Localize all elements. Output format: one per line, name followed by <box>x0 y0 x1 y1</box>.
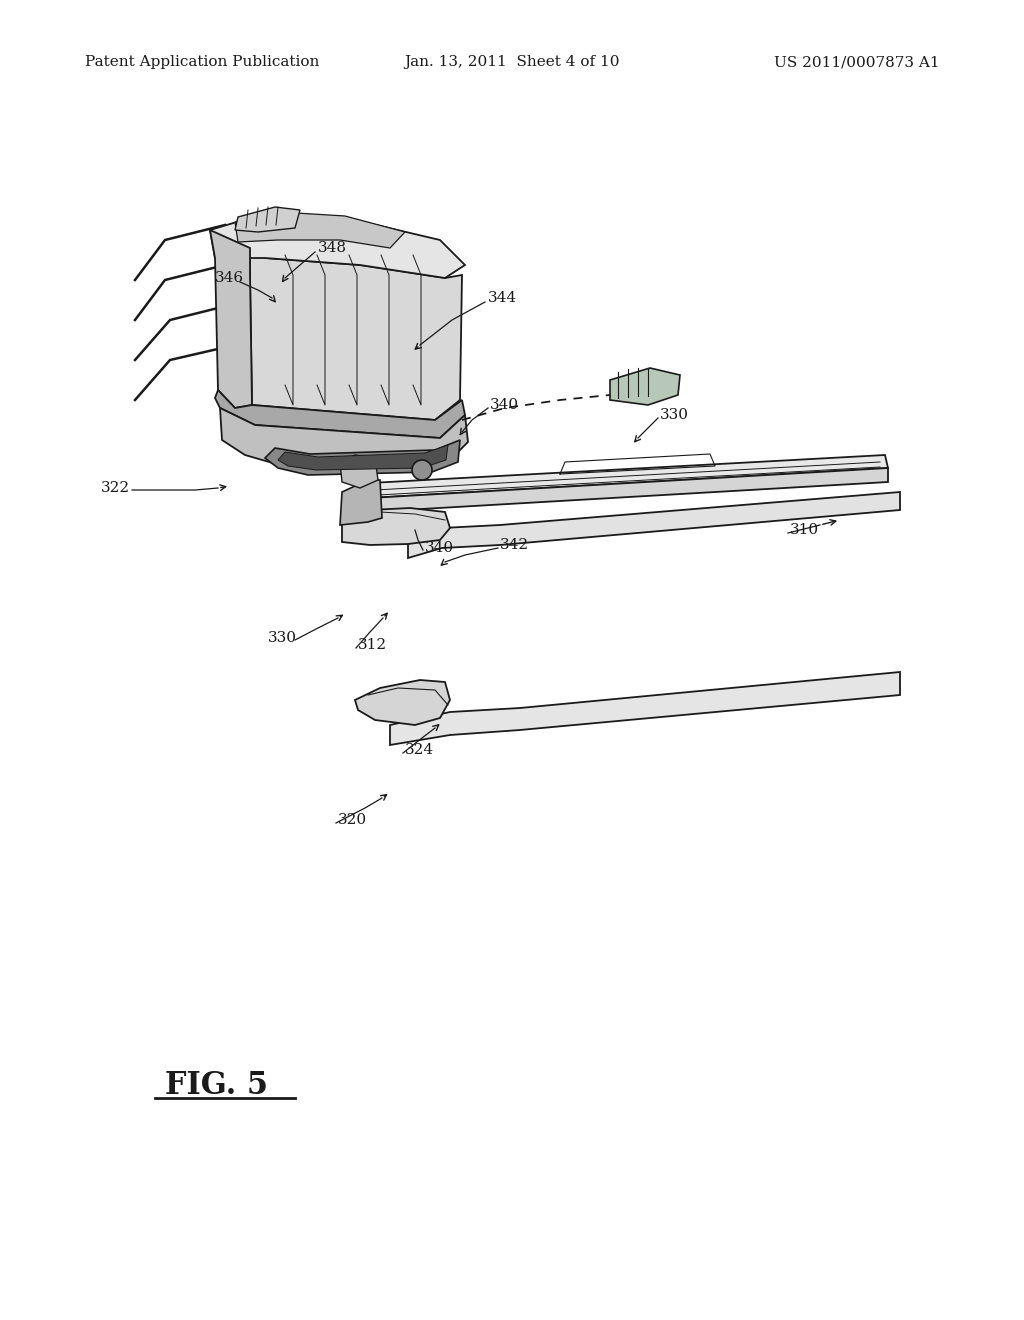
Text: 330: 330 <box>268 631 297 645</box>
Polygon shape <box>220 408 468 469</box>
Text: 344: 344 <box>488 290 517 305</box>
Text: Jan. 13, 2011  Sheet 4 of 10: Jan. 13, 2011 Sheet 4 of 10 <box>404 55 620 69</box>
Polygon shape <box>348 469 888 524</box>
Text: 346: 346 <box>215 271 244 285</box>
Polygon shape <box>345 455 888 510</box>
Polygon shape <box>610 368 680 405</box>
Text: 340: 340 <box>490 399 519 412</box>
Polygon shape <box>340 455 378 488</box>
Polygon shape <box>342 508 450 545</box>
Polygon shape <box>210 230 252 408</box>
Text: 310: 310 <box>790 523 819 537</box>
Text: FIG. 5: FIG. 5 <box>165 1069 268 1101</box>
Text: US 2011/0007873 A1: US 2011/0007873 A1 <box>774 55 940 69</box>
Polygon shape <box>340 480 382 525</box>
Circle shape <box>412 459 432 480</box>
Text: 312: 312 <box>358 638 387 652</box>
Text: 324: 324 <box>406 743 434 756</box>
Polygon shape <box>250 248 462 420</box>
Polygon shape <box>234 207 300 232</box>
Polygon shape <box>234 213 406 248</box>
Text: 322: 322 <box>101 480 130 495</box>
Text: Patent Application Publication: Patent Application Publication <box>85 55 319 69</box>
Polygon shape <box>278 445 449 470</box>
Text: 342: 342 <box>500 539 529 552</box>
Polygon shape <box>215 389 465 438</box>
Polygon shape <box>408 492 900 558</box>
Polygon shape <box>355 680 450 725</box>
Text: 330: 330 <box>660 408 689 422</box>
Text: 340: 340 <box>425 541 454 554</box>
Polygon shape <box>210 215 465 279</box>
Polygon shape <box>265 440 460 475</box>
Polygon shape <box>390 672 900 744</box>
Text: 320: 320 <box>338 813 368 828</box>
Text: 348: 348 <box>318 242 347 255</box>
